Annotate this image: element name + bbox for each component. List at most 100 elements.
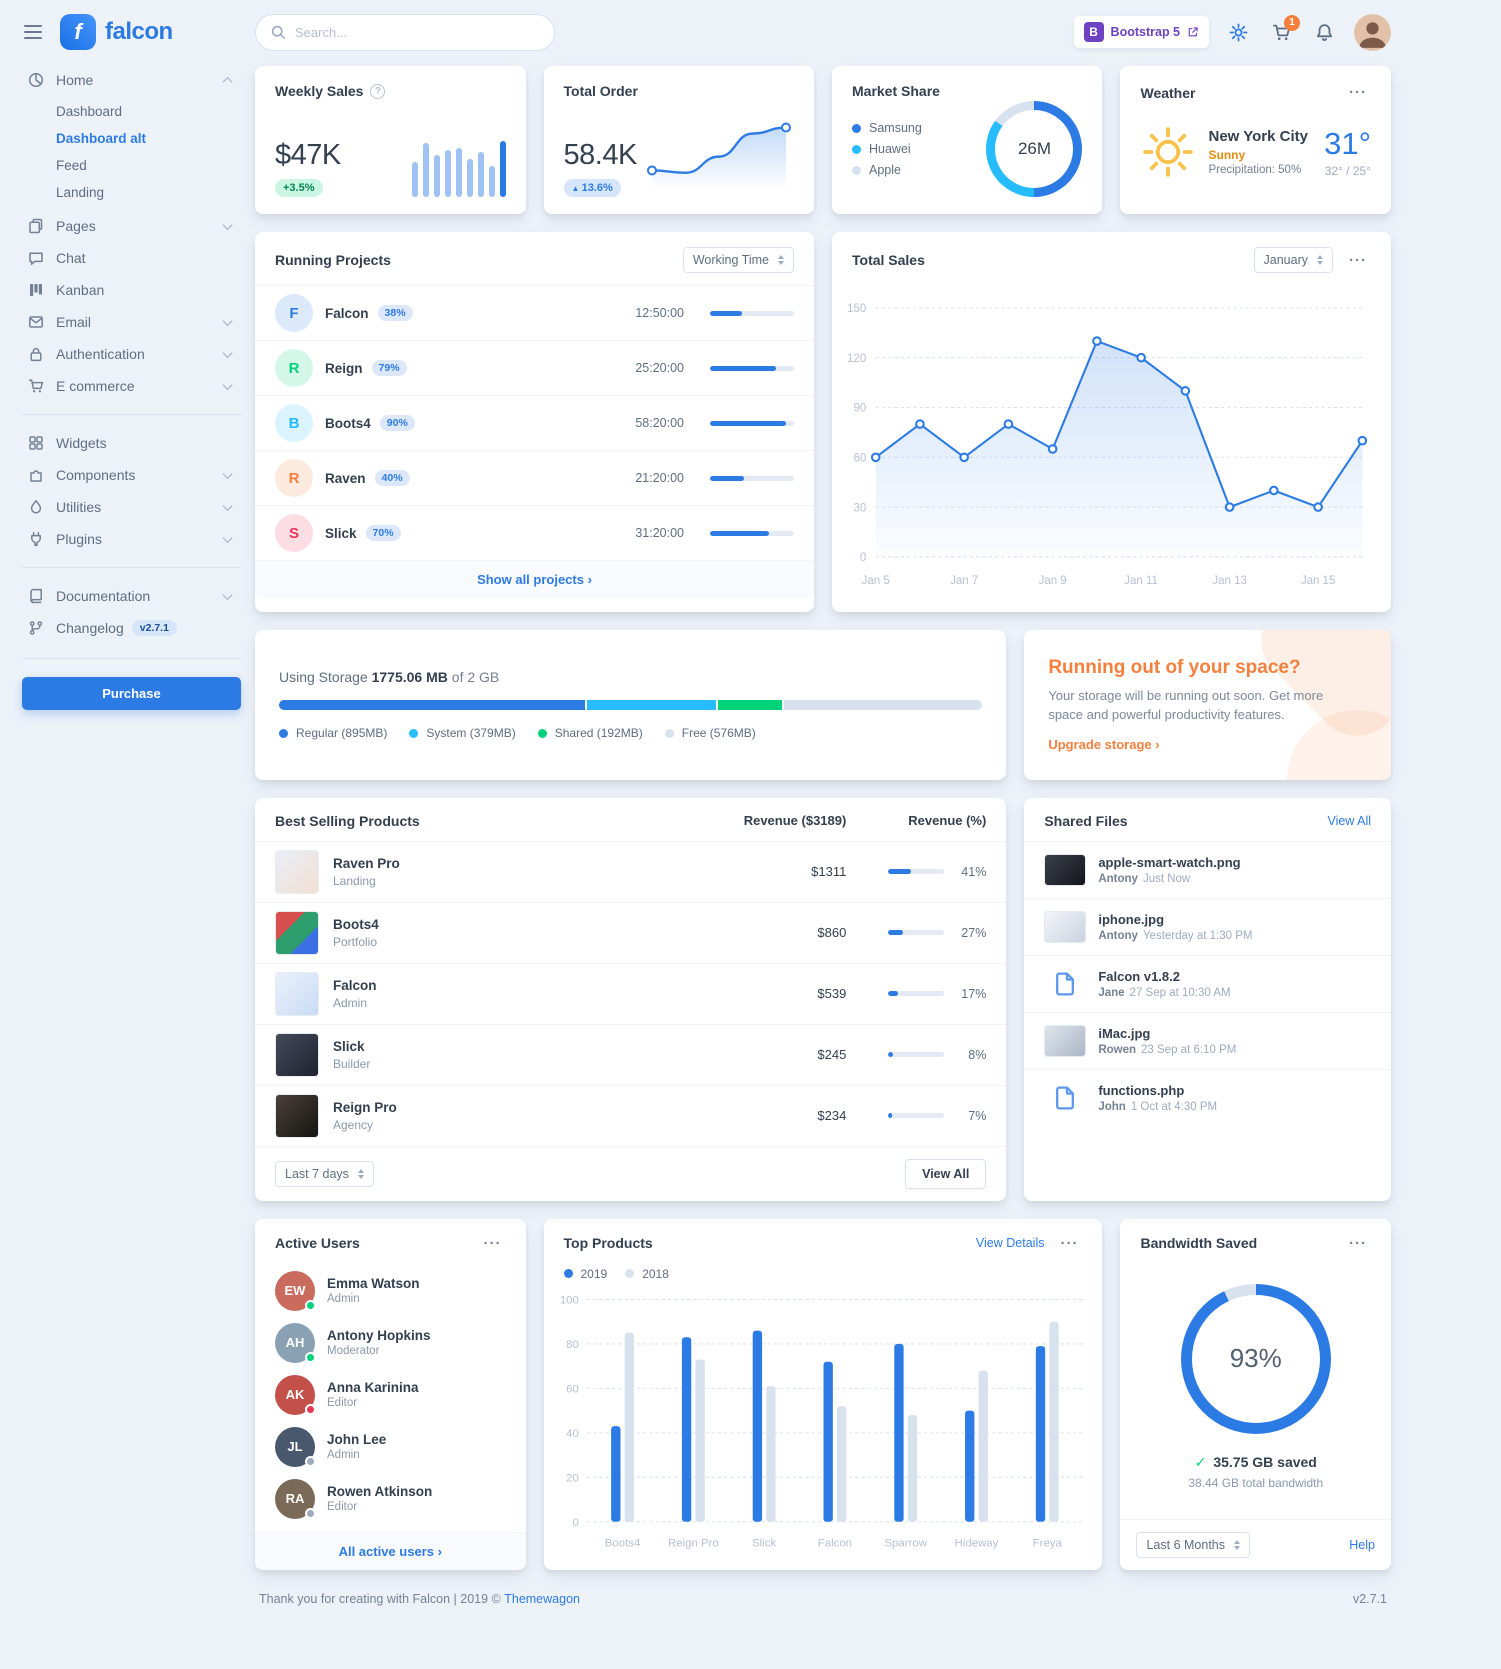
view-all-button[interactable]: View All (905, 1158, 987, 1189)
top-products-legend-2018[interactable]: 2018 (625, 1267, 669, 1281)
sidebar-item-kanban[interactable]: Kanban (22, 274, 241, 306)
view-all-link[interactable]: View All (1327, 813, 1371, 828)
file-name[interactable]: Falcon v1.8.2 (1098, 968, 1180, 984)
project-name-link[interactable]: Falcon 38% (325, 305, 413, 321)
user-name[interactable]: Antony Hopkins (327, 1328, 431, 1344)
project-name-link[interactable]: Raven 40% (325, 470, 410, 486)
product-name[interactable]: Falcon (333, 977, 377, 993)
file-name[interactable]: iphone.jpg (1098, 911, 1165, 927)
search-input[interactable] (295, 24, 540, 40)
card-menu-button[interactable]: ··· (1345, 83, 1371, 102)
user-row[interactable]: RA Rowen Atkinson Editor (255, 1473, 526, 1525)
hamburger-menu-button[interactable] (22, 23, 44, 41)
product-revenue: $1311 (811, 864, 847, 880)
project-progress-bar (710, 530, 794, 536)
sidebar-item-dashboard-alt[interactable]: Dashboard alt (56, 131, 147, 146)
user-name[interactable]: John Lee (327, 1432, 387, 1448)
user-row[interactable]: JL John Lee Admin (255, 1421, 526, 1473)
file-name[interactable]: apple-smart-watch.png (1098, 854, 1241, 870)
sidebar-item-label: Widgets (56, 435, 107, 451)
product-revenue-pct: 8% (968, 1047, 987, 1062)
purchase-button[interactable]: Purchase (22, 677, 241, 710)
project-avatar: S (275, 514, 313, 552)
brand-logo[interactable]: f falcon (60, 14, 173, 50)
chevron-down-icon (222, 468, 233, 479)
sidebar-item-landing[interactable]: Landing (56, 185, 105, 200)
file-row[interactable]: iMac.jpg Rowen 23 Sep at 6:10 PM (1024, 1011, 1391, 1069)
card-menu-button[interactable]: ··· (1345, 251, 1371, 270)
weather-temperature: 31° (1324, 125, 1371, 161)
file-row[interactable]: functions.php John 1 Oct at 4:30 PM (1024, 1068, 1391, 1126)
product-name[interactable]: Slick (333, 1038, 365, 1054)
project-name-link[interactable]: Reign 79% (325, 360, 407, 376)
user-role: Moderator (327, 1345, 380, 1358)
sidebar-item-pages[interactable]: Pages (22, 210, 241, 242)
legend-label: 2019 (580, 1266, 608, 1281)
sidebar-item-home[interactable]: Home (22, 64, 241, 96)
product-name[interactable]: Boots4 (333, 916, 379, 932)
all-active-users-link[interactable]: All active users (255, 1531, 526, 1570)
user-name[interactable]: Anna Karinina (327, 1380, 419, 1396)
product-name[interactable]: Reign Pro (333, 1099, 397, 1115)
sidebar-item-chat[interactable]: Chat (22, 242, 241, 274)
months-filter-select[interactable]: Last 6 Months (1136, 1531, 1250, 1558)
sidebar-item-email[interactable]: Email (22, 306, 241, 338)
file-thumbnail (1044, 910, 1087, 943)
show-all-projects-link[interactable]: Show all projects (255, 560, 814, 598)
themewagon-link[interactable]: Themewagon (504, 1591, 580, 1606)
user-name[interactable]: Emma Watson (327, 1276, 420, 1292)
user-menu-button[interactable] (1354, 13, 1391, 51)
sidebar-item-changelog[interactable]: Changelog v2.7.1 (22, 612, 241, 644)
sidebar-item-dashboard[interactable]: Dashboard (56, 104, 123, 119)
upgrade-storage-link[interactable]: Upgrade storage (1048, 737, 1367, 752)
card-menu-button[interactable]: ··· (1056, 1234, 1082, 1253)
sidebar-item-plugins[interactable]: Plugins (22, 523, 241, 555)
product-category[interactable]: Landing (333, 873, 376, 888)
project-name-link[interactable]: Boots4 90% (325, 415, 415, 431)
user-row[interactable]: EW Emma Watson Admin (255, 1265, 526, 1317)
sidebar-item-e-commerce[interactable]: E commerce (22, 370, 241, 402)
user-row[interactable]: AH Antony Hopkins Moderator (255, 1317, 526, 1369)
product-category[interactable]: Builder (333, 1056, 371, 1071)
card-menu-button[interactable]: ··· (1345, 1234, 1371, 1253)
file-row[interactable]: Falcon v1.8.2 Jane 27 Sep at 10:30 AM (1024, 954, 1391, 1012)
days-filter-select[interactable]: Last 7 days (275, 1160, 374, 1187)
help-link[interactable]: Help (1349, 1537, 1375, 1552)
project-progress-badge: 40% (374, 470, 410, 486)
month-select[interactable]: January (1253, 247, 1333, 273)
file-row[interactable]: apple-smart-watch.png Antony Just Now (1024, 840, 1391, 898)
svg-text:80: 80 (566, 1339, 579, 1351)
settings-button[interactable] (1225, 19, 1252, 46)
sidebar-item-documentation[interactable]: Documentation (22, 580, 241, 612)
user-list: EW Emma Watson Admin AH Antony Hopkins Modera… (255, 1265, 526, 1532)
bootstrap-badge[interactable]: B Bootstrap 5 (1073, 16, 1209, 48)
cart-button[interactable]: 1 (1268, 14, 1300, 46)
search-box[interactable] (255, 13, 555, 51)
sidebar-item-widgets[interactable]: Widgets (22, 427, 241, 459)
legend-label: Free (576MB) (681, 726, 756, 741)
file-name[interactable]: functions.php (1098, 1082, 1185, 1098)
product-category[interactable]: Admin (333, 995, 368, 1010)
shared-files-title: Shared Files (1044, 812, 1128, 829)
user-name[interactable]: Rowen Atkinson (327, 1484, 433, 1500)
card-menu-button[interactable]: ··· (480, 1234, 506, 1253)
sidebar-item-authentication[interactable]: Authentication (22, 338, 241, 370)
working-time-select[interactable]: Working Time (682, 247, 794, 273)
file-name[interactable]: iMac.jpg (1098, 1025, 1151, 1041)
top-products-legend-2019[interactable]: 2019 (563, 1266, 608, 1281)
storage-legend: Regular (895MB) System (379MB) Shared (192… (279, 726, 982, 740)
help-icon[interactable]: ? (370, 83, 386, 99)
sidebar-item-utilities[interactable]: Utilities (22, 491, 241, 523)
product-category[interactable]: Agency (333, 1117, 374, 1132)
project-name-link[interactable]: Slick 70% (325, 525, 401, 541)
view-details-link[interactable]: View Details (975, 1236, 1045, 1251)
user-row[interactable]: AK Anna Karinina Editor (255, 1369, 526, 1421)
product-name[interactable]: Raven Pro (333, 855, 400, 871)
notifications-button[interactable] (1311, 19, 1338, 46)
sidebar-item-components[interactable]: Components (22, 459, 241, 491)
product-category[interactable]: Portfolio (333, 934, 378, 949)
market-share-donut: 26M (986, 101, 1083, 197)
file-row[interactable]: iphone.jpg Antony Yesterday at 1:30 PM (1024, 897, 1391, 955)
product-thumbnail (275, 910, 319, 955)
sidebar-item-feed[interactable]: Feed (56, 158, 87, 173)
